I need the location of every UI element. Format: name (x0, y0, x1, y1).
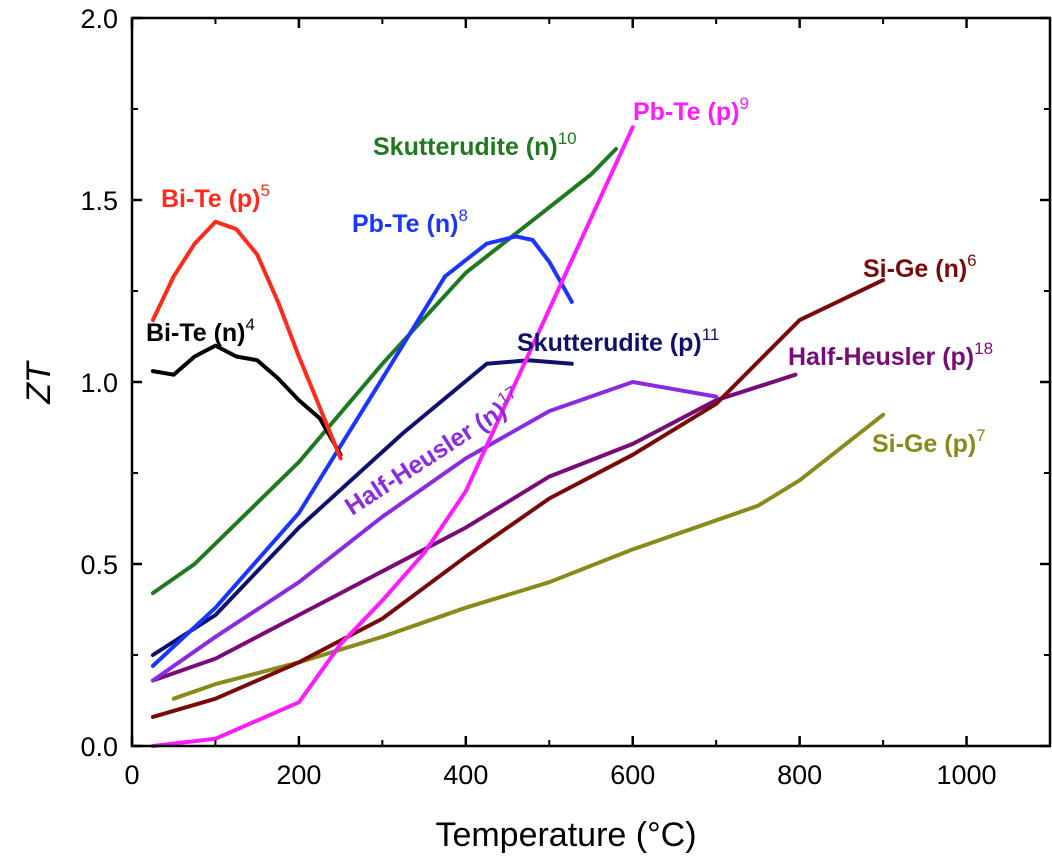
series-label-ref: 7 (976, 426, 985, 445)
x-tick-label: 400 (443, 760, 488, 790)
series-line-skutterudite-n (150, 147, 618, 596)
series-label-ref: 9 (739, 94, 748, 113)
series-line-si-ge-p (171, 412, 886, 701)
series-label-half-heusler-p: Half-Heusler (p)18 (788, 339, 993, 371)
x-tick-label: 1000 (937, 760, 997, 790)
series-line-pb-te-p (150, 125, 635, 748)
series-label-ref: 6 (967, 251, 976, 270)
x-tick-label: 0 (124, 760, 139, 790)
y-tick-label: 1.5 (80, 186, 118, 216)
series-line-pb-te-n (150, 234, 574, 668)
series-line-si-ge-n (150, 278, 886, 719)
series-label-skutterudite-p: Skutterudite (p)11 (517, 325, 719, 357)
series-line-bi-te-p (150, 219, 343, 461)
series-label-text: Skutterudite (p) (517, 329, 702, 357)
series-label-text: Skutterudite (n) (373, 133, 558, 161)
series-label-bi-te-p: Bi-Te (p)5 (161, 181, 270, 213)
series-line-half-heusler-p (150, 372, 798, 683)
series-lines (150, 125, 886, 748)
series-label-text: Bi-Te (p) (161, 185, 261, 213)
series-label-skutterudite-n: Skutterudite (n)10 (373, 129, 577, 161)
series-label-si-ge-p: Si-Ge (p)7 (872, 426, 986, 458)
y-tick-label: 0.5 (80, 550, 118, 580)
y-tick-label: 2.0 (80, 4, 118, 34)
series-label-ref: 8 (458, 206, 467, 225)
series-label-text: Bi-Te (n) (146, 319, 246, 347)
series-line-bi-te-n (150, 343, 343, 457)
x-axis-title: Temperature (°C) (435, 816, 696, 854)
x-tick-label: 200 (276, 760, 321, 790)
series-label-text: Si-Ge (n) (863, 255, 967, 283)
series-label-pb-te-n: Pb-Te (n)8 (352, 206, 468, 238)
series-label-bi-te-n: Bi-Te (n)4 (146, 315, 255, 347)
series-line-skutterudite-p (150, 358, 574, 657)
series-label-si-ge-n: Si-Ge (n)6 (863, 251, 977, 283)
series-label-ref: 10 (558, 129, 577, 148)
series-label-text: Si-Ge (p) (872, 430, 976, 458)
axes-frame (130, 16, 1052, 748)
series-line-half-heusler-n (150, 380, 719, 683)
series-label-ref: 4 (246, 315, 255, 334)
x-tick-label: 600 (610, 760, 655, 790)
series-label-ref: 11 (702, 325, 720, 344)
plot-area: 0 200 400 600 800 1000 0.0 0.5 1.0 1.5 2.0 Bi-Te (… (80, 4, 1052, 790)
series-label-pb-te-p: Pb-Te (p)9 (633, 94, 749, 126)
series-labels: Bi-Te (p)5 Bi-Te (n)4 Pb-Te (n)8 Skutterudi… (146, 94, 993, 521)
y-tick-label: 0.0 (80, 732, 118, 762)
series-label-text: Half-Heusler (p) (788, 343, 974, 371)
y-tick-label: 1.0 (80, 368, 118, 398)
axis-ticks: 0 200 400 600 800 1000 0.0 0.5 1.0 1.5 2.0 (80, 4, 1050, 790)
series-label-text: Pb-Te (n) (352, 210, 458, 238)
y-axis-title: ZT (20, 360, 58, 405)
series-label-text: Pb-Te (p) (633, 98, 739, 126)
series-label-ref: 5 (261, 181, 270, 200)
x-tick-label: 800 (777, 760, 822, 790)
series-label-ref: 18 (974, 339, 993, 358)
